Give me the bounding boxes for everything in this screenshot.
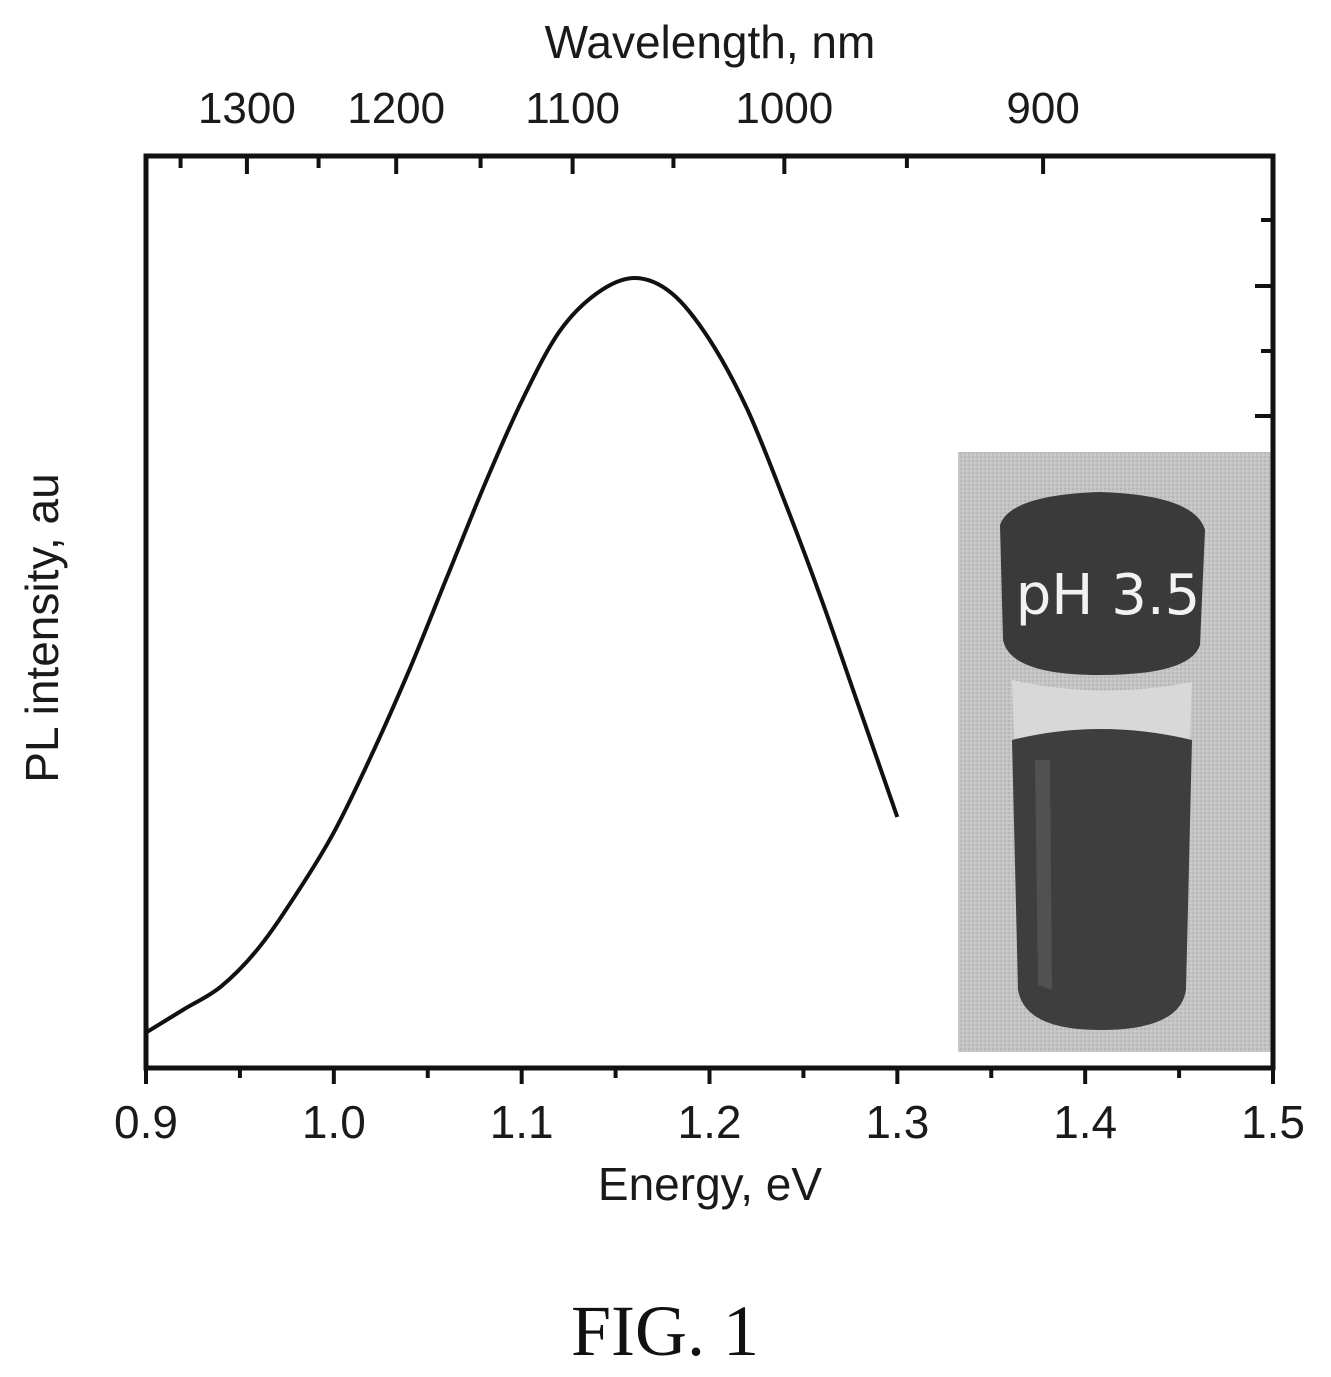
top-tick-label: 900 [1006, 84, 1079, 133]
vial-cap [1000, 492, 1205, 675]
inset-label: pH 3.5 [1016, 563, 1201, 628]
x-axis-title: Energy, eV [598, 1158, 822, 1210]
x-tick-label: 1.4 [1053, 1096, 1117, 1148]
pl-curve [144, 275, 900, 1035]
top-tick-label: 1100 [525, 84, 620, 133]
x-axis-tick-labels: 0.9 1.0 1.1 1.2 1.3 1.4 1.5 [114, 1096, 1305, 1148]
vial-highlight [1035, 760, 1052, 990]
top-tick-label: 1000 [735, 84, 833, 133]
vial-body [1012, 729, 1192, 1030]
top-tick-label: 1200 [347, 84, 445, 133]
top-axis-tick-labels: 1300 1200 1100 1000 900 [198, 84, 1080, 133]
x-tick-label: 0.9 [114, 1096, 178, 1148]
inset-photo: pH 3.5 [958, 452, 1272, 1052]
figure-label: FIG. 1 [571, 1291, 759, 1371]
x-tick-label: 1.5 [1241, 1096, 1305, 1148]
top-tick-label: 1300 [198, 84, 296, 133]
x-tick-label: 1.1 [490, 1096, 554, 1148]
top-axis-ticks [178, 156, 1046, 174]
right-axis-ticks [1255, 218, 1273, 418]
x-tick-label: 1.0 [302, 1096, 366, 1148]
x-tick-label: 1.3 [865, 1096, 929, 1148]
vial-neck [1012, 680, 1192, 745]
x-tick-label: 1.2 [678, 1096, 742, 1148]
top-axis-title: Wavelength, nm [545, 16, 876, 68]
bottom-axis-ticks [144, 1068, 1275, 1084]
y-axis-title: PL intensity, au [16, 473, 68, 782]
